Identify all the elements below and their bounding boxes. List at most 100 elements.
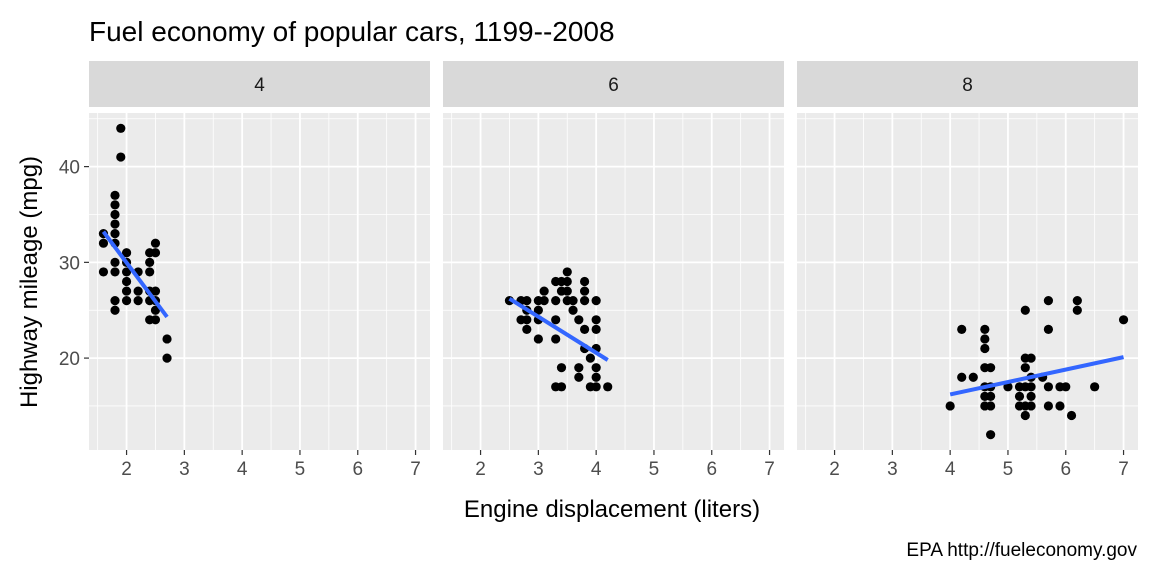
- data-point: [980, 334, 990, 344]
- x-tick-label: 5: [295, 459, 306, 480]
- data-point: [591, 363, 601, 373]
- data-point: [150, 315, 161, 325]
- data-point: [1020, 363, 1030, 373]
- data-point: [1043, 382, 1054, 392]
- data-point: [986, 391, 996, 401]
- data-point: [580, 276, 590, 287]
- x-tick-label: 4: [945, 459, 956, 480]
- data-point: [580, 296, 590, 306]
- data-point: [591, 382, 601, 392]
- data-point: [551, 296, 561, 306]
- data-point: [145, 257, 155, 267]
- data-point: [110, 257, 120, 267]
- data-point: [110, 190, 120, 200]
- data-point: [986, 401, 996, 411]
- data-point: [980, 343, 990, 354]
- x-tick-label: 2: [475, 459, 486, 480]
- data-point: [957, 372, 967, 382]
- x-tick-label: 6: [706, 459, 717, 480]
- x-tick-label: 5: [649, 459, 660, 480]
- data-point: [957, 324, 967, 334]
- panel-background: [443, 113, 784, 450]
- x-tick-label: 7: [1118, 459, 1129, 480]
- y-tick-label: 30: [59, 253, 80, 274]
- data-point: [150, 305, 161, 315]
- x-axis-title: Engine displacement (liters): [464, 496, 760, 523]
- x-tick-label: 7: [764, 459, 775, 480]
- data-point: [556, 363, 567, 373]
- facet-panels: 4 2 3 4 5 6 7 6 2 3 4 5 6 7 8 2 3 4 5 6 7: [89, 61, 1138, 480]
- trend-line: [949, 355, 1124, 397]
- data-point: [986, 430, 996, 440]
- facet-panel-4: 4 2 3 4 5 6 7: [89, 61, 430, 480]
- data-point: [591, 324, 601, 334]
- data-point: [1118, 315, 1129, 325]
- data-point: [1043, 401, 1054, 411]
- data-point: [1026, 391, 1036, 401]
- x-tick-label: 4: [591, 459, 602, 480]
- data-point: [1066, 410, 1077, 421]
- y-tick-label: 40: [59, 158, 80, 179]
- data-point: [110, 296, 120, 306]
- data-point: [1072, 296, 1082, 306]
- data-point: [591, 315, 601, 325]
- trend-line: [508, 297, 609, 362]
- data-point: [568, 296, 578, 306]
- data-point: [150, 238, 161, 248]
- data-point: [110, 267, 120, 277]
- facet-strip-label: 6: [608, 75, 619, 96]
- data-point: [562, 286, 572, 296]
- data-point: [568, 305, 578, 315]
- data-point: [110, 209, 120, 220]
- facet-strip-label: 8: [962, 75, 973, 96]
- chart-title: Fuel economy of popular cars, 1199--2008: [89, 16, 615, 47]
- data-point: [580, 324, 590, 334]
- data-point: [980, 324, 990, 334]
- data-point: [162, 353, 172, 363]
- x-tick-label: 4: [237, 459, 248, 480]
- data-point: [533, 334, 543, 344]
- data-point: [580, 286, 590, 296]
- data-point: [1026, 382, 1036, 392]
- data-point: [522, 324, 532, 334]
- data-point: [1026, 401, 1036, 411]
- y-tick-label: 20: [59, 349, 80, 370]
- data-point: [968, 372, 978, 382]
- data-point: [1061, 382, 1071, 392]
- data-point: [1043, 324, 1054, 334]
- data-point: [121, 296, 132, 306]
- trend-line: [101, 230, 169, 319]
- panel-background: [89, 113, 430, 450]
- data-point: [539, 296, 549, 306]
- x-tick-label: 3: [887, 459, 898, 480]
- data-point: [110, 200, 120, 210]
- facet-panel-8: 8 2 3 4 5 6 7: [797, 61, 1138, 480]
- data-point: [110, 305, 120, 315]
- data-point: [116, 152, 126, 162]
- data-point: [1055, 401, 1065, 411]
- data-point: [1043, 296, 1054, 306]
- data-point: [551, 315, 561, 325]
- x-tick-label: 7: [410, 459, 421, 480]
- data-point: [1090, 382, 1100, 392]
- data-point: [121, 267, 132, 277]
- data-point: [110, 219, 120, 229]
- data-point: [945, 401, 955, 411]
- data-point: [574, 315, 584, 325]
- data-point: [162, 334, 172, 344]
- data-point: [121, 286, 132, 296]
- data-point: [551, 334, 561, 344]
- data-point: [145, 267, 155, 277]
- data-point: [150, 286, 161, 296]
- data-point: [1014, 391, 1025, 401]
- data-point: [110, 229, 120, 239]
- x-tick-label: 6: [352, 459, 363, 480]
- x-tick-label: 2: [121, 459, 132, 480]
- data-point: [121, 248, 132, 258]
- data-point: [539, 286, 549, 296]
- y-axis-title: Highway mileage (mpg): [16, 156, 43, 408]
- panel-background: [797, 113, 1138, 450]
- data-point: [585, 353, 595, 363]
- facet-panel-6: 6 2 3 4 5 6 7: [443, 61, 784, 480]
